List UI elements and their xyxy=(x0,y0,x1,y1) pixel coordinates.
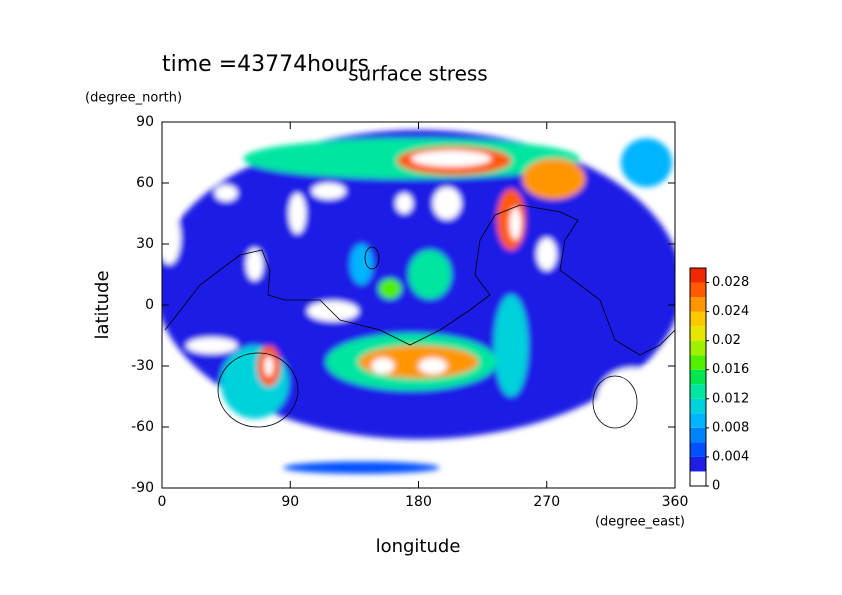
colorbar-tick-label: 0.016 xyxy=(712,362,749,377)
contour-region xyxy=(371,357,395,375)
contour-region xyxy=(408,250,452,299)
colorbar-segment xyxy=(690,442,706,457)
contour-region xyxy=(186,337,238,354)
x-tick-label: 0 xyxy=(158,494,167,510)
colorbar-segment xyxy=(690,297,706,312)
x-tick-label: 90 xyxy=(281,494,299,510)
x-tick-label: 360 xyxy=(662,494,689,510)
colorbar-frame xyxy=(689,267,707,487)
y-tick-label: 0 xyxy=(145,297,154,313)
x-tick-label: 180 xyxy=(405,494,432,510)
y-tick-label: 30 xyxy=(136,236,154,252)
colorbar-segment xyxy=(690,326,706,341)
y-tick-label: -30 xyxy=(131,358,154,374)
x-unit: (degree_east) xyxy=(595,515,685,530)
y-axis-title: latitude xyxy=(92,270,113,339)
colorbar-tick-label: 0.012 xyxy=(712,391,749,406)
contour-field xyxy=(162,130,675,474)
colorbar-tick-label: 0.02 xyxy=(712,333,741,348)
colorbar-tick-label: 0.004 xyxy=(712,449,749,464)
contour-region xyxy=(620,138,673,188)
colorbar-segment xyxy=(690,282,706,298)
contour-region xyxy=(596,368,668,434)
chart-title: surface stress xyxy=(348,62,487,86)
colorbar-tick-label: 0.008 xyxy=(712,420,749,435)
contour-region xyxy=(264,355,274,377)
colorbar-segment xyxy=(690,427,706,443)
contour-region xyxy=(494,294,529,397)
colorbar-tick-label: 0.028 xyxy=(712,275,749,290)
contour-region xyxy=(395,193,413,214)
colorbar-segment xyxy=(690,355,706,370)
colorbar-tick-label: 0.024 xyxy=(712,304,749,319)
y-unit: (degree_north) xyxy=(85,91,182,106)
y-tick-label: -60 xyxy=(131,419,154,435)
colorbar-tick-label: 0 xyxy=(712,479,720,494)
x-tick-label: 270 xyxy=(533,494,560,510)
colorbar-segment xyxy=(690,369,706,385)
colorbar-segment xyxy=(690,413,706,428)
contour-region xyxy=(214,185,238,202)
contour-region xyxy=(307,300,359,322)
y-tick-label: 90 xyxy=(136,114,154,130)
contour-region xyxy=(536,237,557,271)
contour-region xyxy=(311,183,346,200)
contour-region xyxy=(162,211,181,265)
y-tick-label: -90 xyxy=(131,480,154,496)
colorbar-segment xyxy=(690,268,706,283)
x-axis-title: longitude xyxy=(376,536,461,557)
contour-region xyxy=(283,461,440,474)
contour-region xyxy=(522,158,586,200)
y-tick-label: 60 xyxy=(136,175,154,191)
colorbar-segment xyxy=(690,384,706,399)
contour-region xyxy=(378,278,402,299)
contour-region xyxy=(432,187,462,220)
colorbar-segment xyxy=(690,340,706,356)
colorbar-segment xyxy=(690,471,706,486)
contour-region xyxy=(418,357,447,375)
contour-region xyxy=(288,193,306,234)
coastlines xyxy=(164,204,675,429)
contour-region xyxy=(350,244,373,285)
colorbar-segment xyxy=(690,311,706,327)
contour-region xyxy=(246,248,264,281)
colorbar-segment xyxy=(690,398,706,414)
colorbar-segment xyxy=(690,456,706,472)
time-label: time =43774hours xyxy=(162,52,369,77)
contour-region xyxy=(411,150,492,167)
contour-region xyxy=(509,207,522,240)
